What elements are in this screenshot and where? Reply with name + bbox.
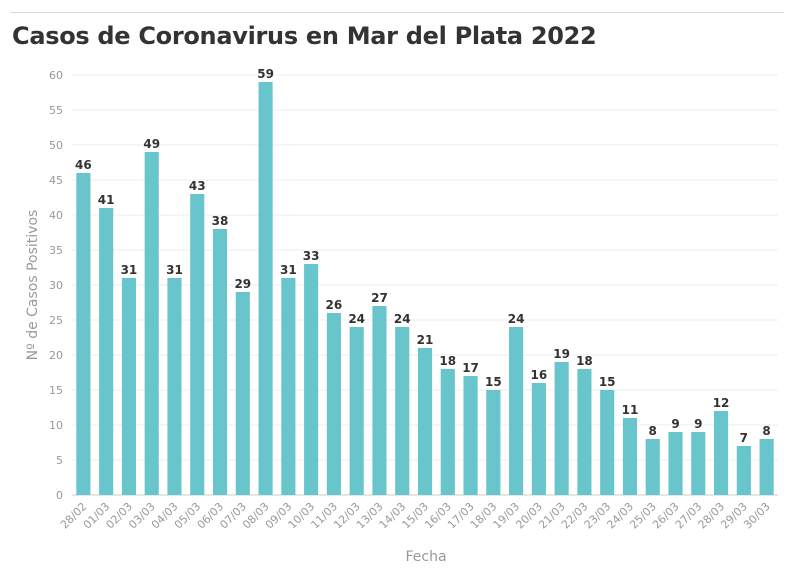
y-tick-label: 10 [49,419,63,432]
bar [76,173,91,495]
y-tick-label: 50 [49,139,63,152]
bar-value-label: 46 [75,158,92,172]
bar-value-label: 31 [121,263,138,277]
bar-value-label: 7 [740,431,748,445]
bar [372,306,387,495]
y-axis-ticks: 0 5 10 15 20 25 30 35 40 45 50 55 60 [49,69,63,502]
bar-value-label: 31 [280,263,297,277]
bar [509,327,524,495]
bar-value-label: 18 [576,354,593,368]
chart-title: Casos de Coronavirus en Mar del Plata 20… [12,22,597,50]
bar-value-label: 26 [326,298,343,312]
bar-value-label: 27 [371,291,388,305]
gridlines [72,74,778,496]
y-tick-label: 45 [49,174,63,187]
y-tick-label: 60 [49,69,63,82]
bar [167,278,182,495]
bar [759,439,774,495]
bar [121,278,136,495]
bar [554,362,569,495]
bar-value-label: 41 [98,193,115,207]
bar [645,439,660,495]
y-tick-label: 20 [49,349,63,362]
bar [668,432,683,495]
bar [395,327,410,495]
bar [600,390,615,495]
bar-value-labels: 46 41 31 49 31 43 38 29 59 31 33 26 24 27 24 21 18 17 15 24… [75,67,771,445]
x-axis-title: Fecha [405,549,446,565]
y-tick-label: 40 [49,209,63,222]
bar [304,264,319,495]
bar-value-label: 15 [485,375,502,389]
bar-value-label: 18 [439,354,456,368]
bar [577,369,592,495]
top-divider [10,12,784,13]
bar-value-label: 43 [189,179,206,193]
bar-value-label: 33 [303,249,320,263]
bar [349,327,364,495]
bar [144,152,159,495]
bar-value-label: 15 [599,375,616,389]
y-tick-label: 0 [56,489,63,502]
bar [531,383,546,495]
bar [691,432,706,495]
x-axis-ticks: 28/0201/0302/0303/0304/0305/0306/0307/03… [58,500,773,532]
bar [326,313,341,495]
bar [417,348,433,495]
bar-value-label: 8 [649,424,657,438]
y-axis-title: Nº de Casos Positivos [25,210,41,361]
bar [258,82,273,495]
bar-value-label: 31 [166,263,183,277]
y-tick-label: 15 [49,384,63,397]
bar-value-label: 8 [762,424,770,438]
bar-value-label: 24 [508,312,525,326]
bar-value-label: 16 [531,368,548,382]
bar [736,446,751,495]
bar-value-label: 17 [462,361,479,375]
bar [463,376,478,495]
bar-value-label: 21 [417,333,434,347]
y-tick-label: 35 [49,244,63,257]
bar [212,229,228,495]
bar [99,208,114,495]
bar-value-label: 9 [671,417,679,431]
bar [281,278,296,495]
bars [76,82,774,495]
bar-value-label: 24 [348,312,365,326]
bar-value-label: 29 [234,277,251,291]
bar [714,411,729,495]
bar [440,369,455,495]
bar [486,390,501,495]
bar-value-label: 11 [622,403,639,417]
bar-value-label: 59 [257,67,274,81]
bar-value-label: 38 [212,214,229,228]
bar-value-label: 24 [394,312,411,326]
y-tick-label: 30 [49,279,63,292]
y-tick-label: 25 [49,314,63,327]
bar [190,194,205,495]
bar-value-label: 49 [143,137,160,151]
bar [235,292,250,495]
bar [622,418,638,495]
bar-value-label: 12 [713,396,730,410]
bar-value-label: 19 [553,347,570,361]
bar-value-label: 9 [694,417,702,431]
y-tick-label: 5 [56,454,63,467]
x-tick-label: 30/03 [741,500,773,532]
y-tick-label: 55 [49,104,63,117]
